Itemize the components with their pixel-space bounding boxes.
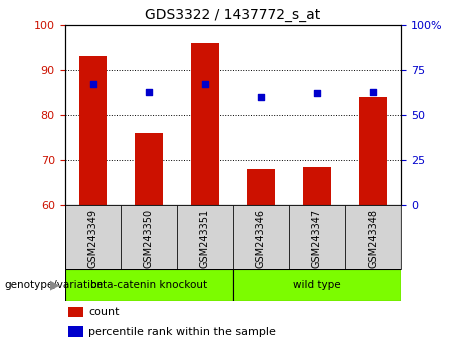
Text: GSM243350: GSM243350 xyxy=(144,209,154,268)
Text: GSM243346: GSM243346 xyxy=(256,209,266,268)
Bar xyxy=(289,205,345,269)
Point xyxy=(201,81,208,87)
Bar xyxy=(191,43,219,205)
Text: GSM243349: GSM243349 xyxy=(88,209,98,268)
Point xyxy=(313,91,321,96)
Text: GSM243351: GSM243351 xyxy=(200,209,210,268)
Bar xyxy=(177,205,233,269)
Bar xyxy=(78,56,106,205)
Bar xyxy=(68,307,83,318)
Text: ▶: ▶ xyxy=(50,279,60,291)
Bar xyxy=(359,97,387,205)
Bar xyxy=(135,133,163,205)
Bar xyxy=(233,269,401,301)
Bar xyxy=(65,269,233,301)
Bar xyxy=(121,205,177,269)
Text: wild type: wild type xyxy=(293,280,341,290)
Text: beta-catenin knockout: beta-catenin knockout xyxy=(90,280,207,290)
Text: GSM243347: GSM243347 xyxy=(312,209,322,268)
Bar xyxy=(233,205,289,269)
Bar xyxy=(247,169,275,205)
Point xyxy=(145,89,152,95)
Bar xyxy=(68,326,83,337)
Bar xyxy=(303,167,331,205)
Text: genotype/variation: genotype/variation xyxy=(5,280,104,290)
Text: GSM243348: GSM243348 xyxy=(368,209,378,268)
Bar xyxy=(65,205,121,269)
Point xyxy=(89,81,96,87)
Point xyxy=(257,94,265,100)
Title: GDS3322 / 1437772_s_at: GDS3322 / 1437772_s_at xyxy=(145,8,320,22)
Bar xyxy=(345,205,401,269)
Text: count: count xyxy=(88,307,119,318)
Text: percentile rank within the sample: percentile rank within the sample xyxy=(88,327,276,337)
Point xyxy=(369,89,377,95)
